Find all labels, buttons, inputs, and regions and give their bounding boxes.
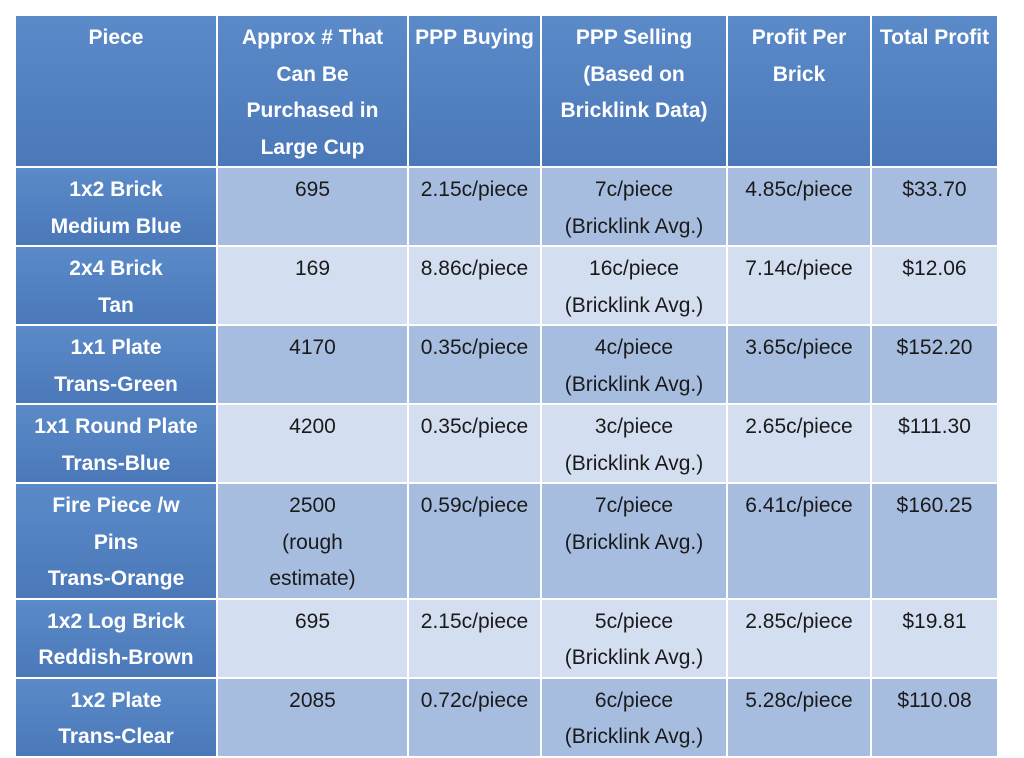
table-row: Fire Piece /w Pins Trans-Orange 2500 (ro… [16,484,997,598]
buying-cell: 8.86c/piece [409,247,540,324]
selling-cell: 6c/piece (Bricklink Avg.) [542,678,726,756]
header-profit-per-brick: Profit Per Brick [728,16,870,166]
piece-cell: 1x2 Log Brick Reddish-Brown [16,599,216,677]
header-total-profit: Total Profit [872,16,997,166]
buying-cell: 0.35c/piece [409,326,540,403]
piece-cell: 2x4 Brick Tan [16,247,216,324]
quantity-cell: 4170 [218,326,407,403]
piece-cell: 1x2 Plate Trans-Clear [16,678,216,756]
selling-cell: 3c/piece (Bricklink Avg.) [542,405,726,482]
quantity-cell: 2085 [218,678,407,756]
profit-per-brick-cell: 6.41c/piece [728,484,870,598]
header-ppp-selling: PPP Selling (Based on Bricklink Data) [542,16,726,166]
piece-cell: 1x1 Round Plate Trans-Blue [16,405,216,482]
quantity-cell: 695 [218,168,407,245]
quantity-cell: 169 [218,247,407,324]
total-profit-cell: $152.20 [872,326,997,403]
table-row: 1x2 Log Brick Reddish-Brown 695 2.15c/pi… [16,599,997,677]
table-row: 1x2 Plate Trans-Clear 2085 0.72c/piece 6… [16,678,997,756]
header-approx-quantity: Approx # That Can Be Purchased in Large … [218,16,407,166]
buying-cell: 0.72c/piece [409,678,540,756]
profit-per-brick-cell: 3.65c/piece [728,326,870,403]
table-row: 1x1 Round Plate Trans-Blue 4200 0.35c/pi… [16,405,997,482]
table-row: 2x4 Brick Tan 169 8.86c/piece 16c/piece … [16,247,997,324]
profit-per-brick-cell: 4.85c/piece [728,168,870,245]
total-profit-cell: $110.08 [872,678,997,756]
selling-cell: 7c/piece (Bricklink Avg.) [542,168,726,245]
selling-cell: 4c/piece (Bricklink Avg.) [542,326,726,403]
profit-per-brick-cell: 5.28c/piece [728,678,870,756]
profit-per-brick-cell: 7.14c/piece [728,247,870,324]
buying-cell: 0.35c/piece [409,405,540,482]
total-profit-cell: $33.70 [872,168,997,245]
buying-cell: 0.59c/piece [409,484,540,598]
selling-cell: 7c/piece (Bricklink Avg.) [542,484,726,598]
profit-per-brick-cell: 2.65c/piece [728,405,870,482]
buying-cell: 2.15c/piece [409,599,540,677]
buying-cell: 2.15c/piece [409,168,540,245]
total-profit-cell: $160.25 [872,484,997,598]
selling-cell: 5c/piece (Bricklink Avg.) [542,599,726,677]
selling-cell: 16c/piece (Bricklink Avg.) [542,247,726,324]
piece-cell: Fire Piece /w Pins Trans-Orange [16,484,216,598]
piece-cell: 1x1 Plate Trans-Green [16,326,216,403]
quantity-cell: 4200 [218,405,407,482]
header-ppp-buying: PPP Buying [409,16,540,166]
profit-table: Piece Approx # That Can Be Purchased in … [14,14,999,758]
header-row: Piece Approx # That Can Be Purchased in … [16,16,997,166]
quantity-cell: 2500 (rough estimate) [218,484,407,598]
total-profit-cell: $111.30 [872,405,997,482]
total-profit-cell: $19.81 [872,599,997,677]
total-profit-cell: $12.06 [872,247,997,324]
piece-cell: 1x2 Brick Medium Blue [16,168,216,245]
profit-per-brick-cell: 2.85c/piece [728,599,870,677]
header-piece: Piece [16,16,216,166]
table-row: 1x1 Plate Trans-Green 4170 0.35c/piece 4… [16,326,997,403]
table-row: 1x2 Brick Medium Blue 695 2.15c/piece 7c… [16,168,997,245]
quantity-cell: 695 [218,599,407,677]
